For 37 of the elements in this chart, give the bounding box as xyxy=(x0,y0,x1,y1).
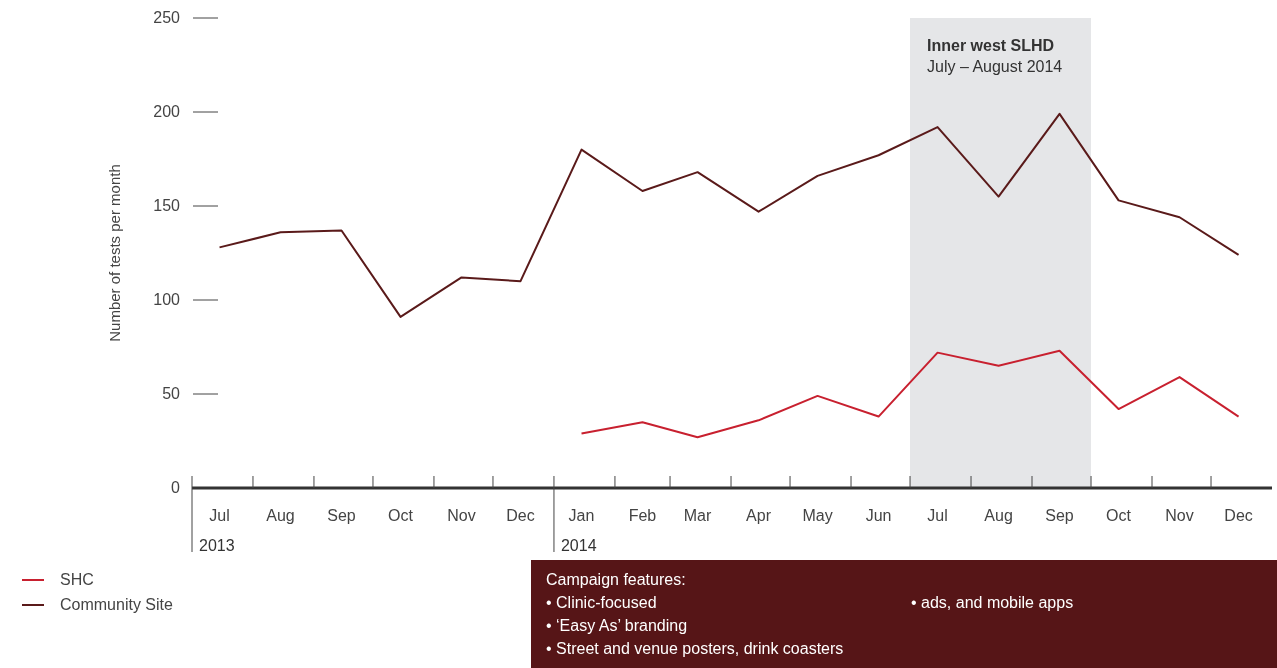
y-axis-title: Number of tests per month xyxy=(106,164,123,342)
y-tick-label: 100 xyxy=(153,291,181,308)
x-tick-label: Feb xyxy=(628,507,657,524)
legend-label: Community Site xyxy=(60,596,174,613)
text: • Street and venue posters, drink coasters xyxy=(546,640,844,657)
x-tick-label: Jun xyxy=(865,507,892,524)
legend-label: SHC xyxy=(60,571,94,588)
x-tick-label: Oct xyxy=(388,507,414,524)
x-tick-label: Dec xyxy=(506,507,535,524)
x2-tick-label: 2013 xyxy=(199,537,235,554)
x-tick-label: Jan xyxy=(568,507,595,524)
text: • ads, and mobile apps xyxy=(911,594,1074,611)
x-tick-label: Nov xyxy=(1165,507,1194,524)
x-tick-label: Aug xyxy=(984,507,1013,524)
y-tick-label: 50 xyxy=(162,385,181,402)
text: • Clinic-focused xyxy=(546,594,657,611)
x-tick-label: Nov xyxy=(447,507,476,524)
y-tick-label: 200 xyxy=(153,103,181,120)
y-tick-label: 150 xyxy=(153,197,181,214)
x-tick-label: May xyxy=(802,507,833,524)
line-series xyxy=(218,112,1240,318)
text: Campaign features: xyxy=(546,571,686,588)
x-tick-label: Dec xyxy=(1224,507,1253,524)
x2-tick-label: 2014 xyxy=(560,537,597,554)
x-tick-label: Apr xyxy=(746,507,772,524)
text: • ‘Easy As’ branding xyxy=(546,617,688,634)
x-tick-label: Sep xyxy=(1045,507,1074,524)
y-tick-label: 250 xyxy=(153,9,181,26)
band-label: Inner west SLHD July – August 2014 xyxy=(927,37,1063,75)
x-tick-label: Aug xyxy=(266,507,295,524)
x-tick-label: Sep xyxy=(327,507,356,524)
x-tick-label: Jul xyxy=(209,507,230,524)
x-tick-label: Oct xyxy=(1106,507,1132,524)
line-series xyxy=(580,349,1240,439)
x-tick-label: Mar xyxy=(683,507,713,524)
y-tick-label: 0 xyxy=(171,479,181,496)
x-tick-label: Jul xyxy=(927,507,948,524)
